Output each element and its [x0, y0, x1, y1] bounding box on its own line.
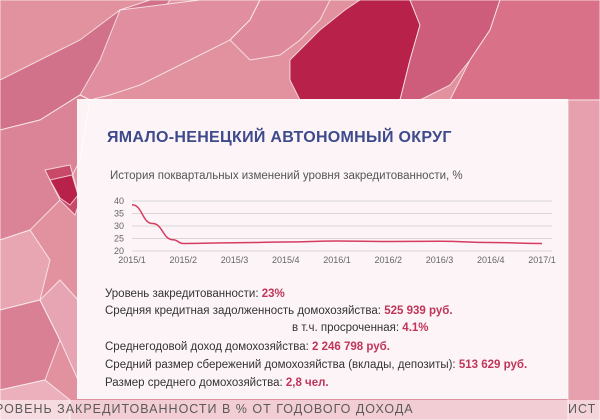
- x-tick-label: 2016/3: [426, 255, 454, 265]
- region-title: ЯМАЛО-НЕНЕЦКИЙ АВТОНОМНЫЙ ОКРУГ: [107, 129, 452, 146]
- x-tick-label: 2015/4: [272, 255, 300, 265]
- stat-label: Размер среднего домохозяйства:: [105, 377, 286, 389]
- stat-label: Уровень закредитованности:: [105, 288, 262, 300]
- stat-label: Средний размер сбережений домохозяйства …: [105, 359, 459, 371]
- stat-value: 2,8 чел.: [285, 377, 329, 389]
- stat-label: в т.ч. просроченная:: [292, 322, 403, 334]
- map-region[interactable]: [0, 229, 51, 311]
- stat-value: 2 246 798 руб.: [312, 341, 390, 353]
- stat-overdue: в т.ч. просроченная: 4.1%: [292, 322, 429, 334]
- map-region[interactable]: [229, 0, 331, 61]
- map-legend-caption: РОВЕНЬ ЗАКРЕДИТОВАННОСТИ В % ОТ ГОДОВОГО…: [0, 400, 600, 420]
- stat-avg-savings: Средний размер сбережений домохозяйства …: [105, 359, 527, 371]
- stat-value: 23%: [261, 288, 285, 300]
- debt-level-line-chart: 20 25 30 35 40 2015/1 2015/2 2015/3 2015/4 2016/1…: [114, 196, 556, 265]
- stat-value: 525 939 руб.: [384, 305, 453, 317]
- stat-avg-credit-debt: Средняя кредитная задолженность домохозя…: [105, 305, 453, 317]
- x-tick-label: 2015/1: [118, 255, 146, 265]
- x-tick-label: 2015/3: [221, 255, 249, 265]
- map-region[interactable]: [0, 299, 61, 391]
- x-tick-label: 2016/1: [323, 255, 351, 265]
- y-tick-label: 30: [114, 221, 124, 231]
- stat-debt-level: Уровень закредитованности: 23%: [105, 288, 285, 300]
- stat-value: 4.1%: [402, 322, 429, 334]
- y-tick-label: 35: [114, 209, 124, 219]
- stat-label: Средняя кредитная задолженность домохозя…: [105, 305, 385, 317]
- y-tick-label: 40: [114, 196, 124, 206]
- map-region[interactable]: [567, 99, 600, 420]
- stat-annual-income: Среднегодовой доход домохозяйства: 2 246…: [105, 341, 390, 353]
- stat-label: Среднегодовой доход домохозяйства:: [105, 341, 313, 353]
- x-tick-label: 2017/1: [528, 255, 556, 265]
- map-region[interactable]: [49, 174, 79, 206]
- x-tick-label: 2016/2: [374, 255, 402, 265]
- x-tick-label: 2016/4: [477, 255, 505, 265]
- caption-right: ИСТ: [568, 402, 597, 416]
- x-tick-label: 2015/2: [169, 255, 197, 265]
- stat-household-size: Размер среднего домохозяйства: 2,8 чел.: [105, 377, 329, 389]
- series-line: [131, 204, 543, 245]
- y-tick-label: 25: [114, 234, 124, 244]
- y-tick-label: 20: [114, 246, 124, 256]
- chart-title: История поквартальных изменений уровня з…: [110, 170, 463, 182]
- stat-value: 513 629 руб.: [458, 359, 528, 371]
- caption-left: РОВЕНЬ ЗАКРЕДИТОВАННОСТИ В % ОТ ГОДОВОГО…: [0, 402, 414, 416]
- region-info-panel: ЯМАЛО-НЕНЕЦКИЙ АВТОНОМНЫЙ ОКРУГ История …: [77, 99, 568, 399]
